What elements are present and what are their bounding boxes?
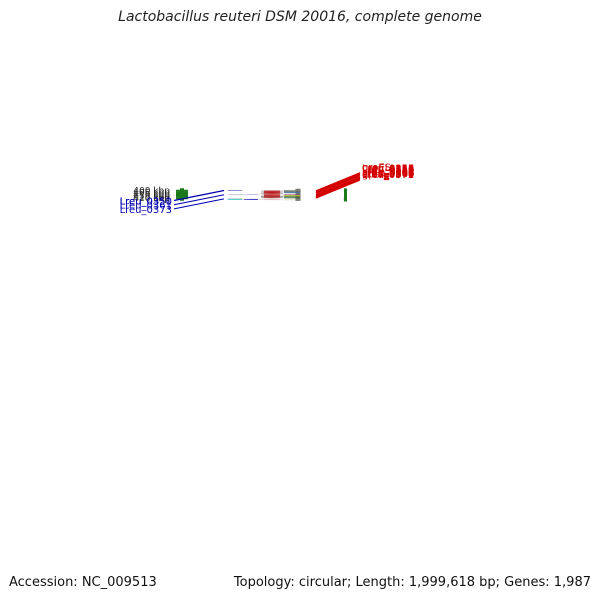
gene-label-lreu-0350: Lreu_0350 xyxy=(120,196,172,207)
gene-label-lreu-0359: Lreu_0359 xyxy=(362,165,414,176)
gene-groel xyxy=(260,190,284,192)
label-leader-lreu-0364 xyxy=(315,176,361,196)
gene-label-lreu-0373: Lreu_0373 xyxy=(120,205,172,216)
gene-label-lreu-0351: Lreu_0351 xyxy=(120,197,172,208)
gene-label-gpsa: gpsA xyxy=(362,170,387,181)
gene-label-lreu-0367: Lreu_0367 xyxy=(362,169,414,180)
tick-label-415: 415 kbp xyxy=(133,192,170,202)
gene-label-lreu-0360: Lreu_0360 xyxy=(362,165,414,176)
gene-label-lreu-0355: Lreu_0355 xyxy=(362,163,414,174)
gene-label-lreu-0372: Lreu_0372 xyxy=(362,170,414,181)
gene-label-groes: groES xyxy=(362,163,391,174)
map-title: Lactobacillus reuteri DSM 20016, complet… xyxy=(118,9,482,25)
tick-label-405: 405 kbp xyxy=(133,189,170,199)
gene-lreu-0365-cog xyxy=(283,195,301,197)
gene-lreu-0357-cog xyxy=(283,192,301,194)
label-leader-lreu-0372 xyxy=(315,179,361,199)
label-leader-lreu-0373 xyxy=(173,198,225,210)
gene-label-lreu-0366: Lreu_0366 xyxy=(362,169,414,180)
topology-label: Topology: circular; Length: 1,999,618 bp… xyxy=(233,575,591,590)
gene-label-lreu-0361: Lreu_0361 xyxy=(120,201,172,212)
gene-lreu-0365 xyxy=(260,194,283,197)
gene-label-lreu-0369: Lreu_0369 xyxy=(362,169,414,180)
gene-lreu-0360 xyxy=(260,193,284,195)
gene-label-lreu-0356: Lreu_0356 xyxy=(362,164,414,175)
tick-label-400: 400 kbp xyxy=(133,187,170,197)
tick-label-420: 420 kbp xyxy=(133,194,170,204)
gene-groel-cog xyxy=(283,190,301,192)
gene-label-lreu-0362: Lreu_0362 xyxy=(362,167,414,178)
gene-label-lreu-0368: Lreu_0368 xyxy=(362,169,414,180)
label-leader-lreu-0351 xyxy=(173,190,225,202)
gene-lreu-0373b xyxy=(227,198,243,200)
gene-lreu-0356 xyxy=(260,191,284,193)
tick-label-410: 410 kbp xyxy=(133,190,170,200)
accession-label: Accession: NC_009513 xyxy=(9,575,157,590)
gene-lreu-0373 xyxy=(240,198,261,201)
gene-label-lreu-0363: Lreu_0363 xyxy=(362,167,414,178)
label-leader-lreu-0365 xyxy=(315,177,361,197)
gene-lreu-0362 xyxy=(260,194,283,196)
gene-label-lreu-0358: Lreu_0358 xyxy=(362,165,414,176)
gene-label-groel: groEL xyxy=(362,163,391,174)
gene-label-lreu-0365: Lreu_0365 xyxy=(362,168,414,179)
gene-label-lreu-0364: Lreu_0364 xyxy=(362,167,414,178)
gene-lreu-0357 xyxy=(260,192,284,194)
gene-lreu-0356-cog xyxy=(283,191,301,193)
label-leader-lreu-0361 xyxy=(173,194,225,206)
label-leader-lreu-0356 xyxy=(315,173,361,193)
gene-label-lreu-0357: Lreu_0357 xyxy=(362,165,414,176)
label-leader-lreu-0360 xyxy=(315,175,361,194)
gene-label-lreu-0370: Lreu_0370 xyxy=(362,169,414,180)
gene-lreu-0362-cog xyxy=(283,194,301,196)
